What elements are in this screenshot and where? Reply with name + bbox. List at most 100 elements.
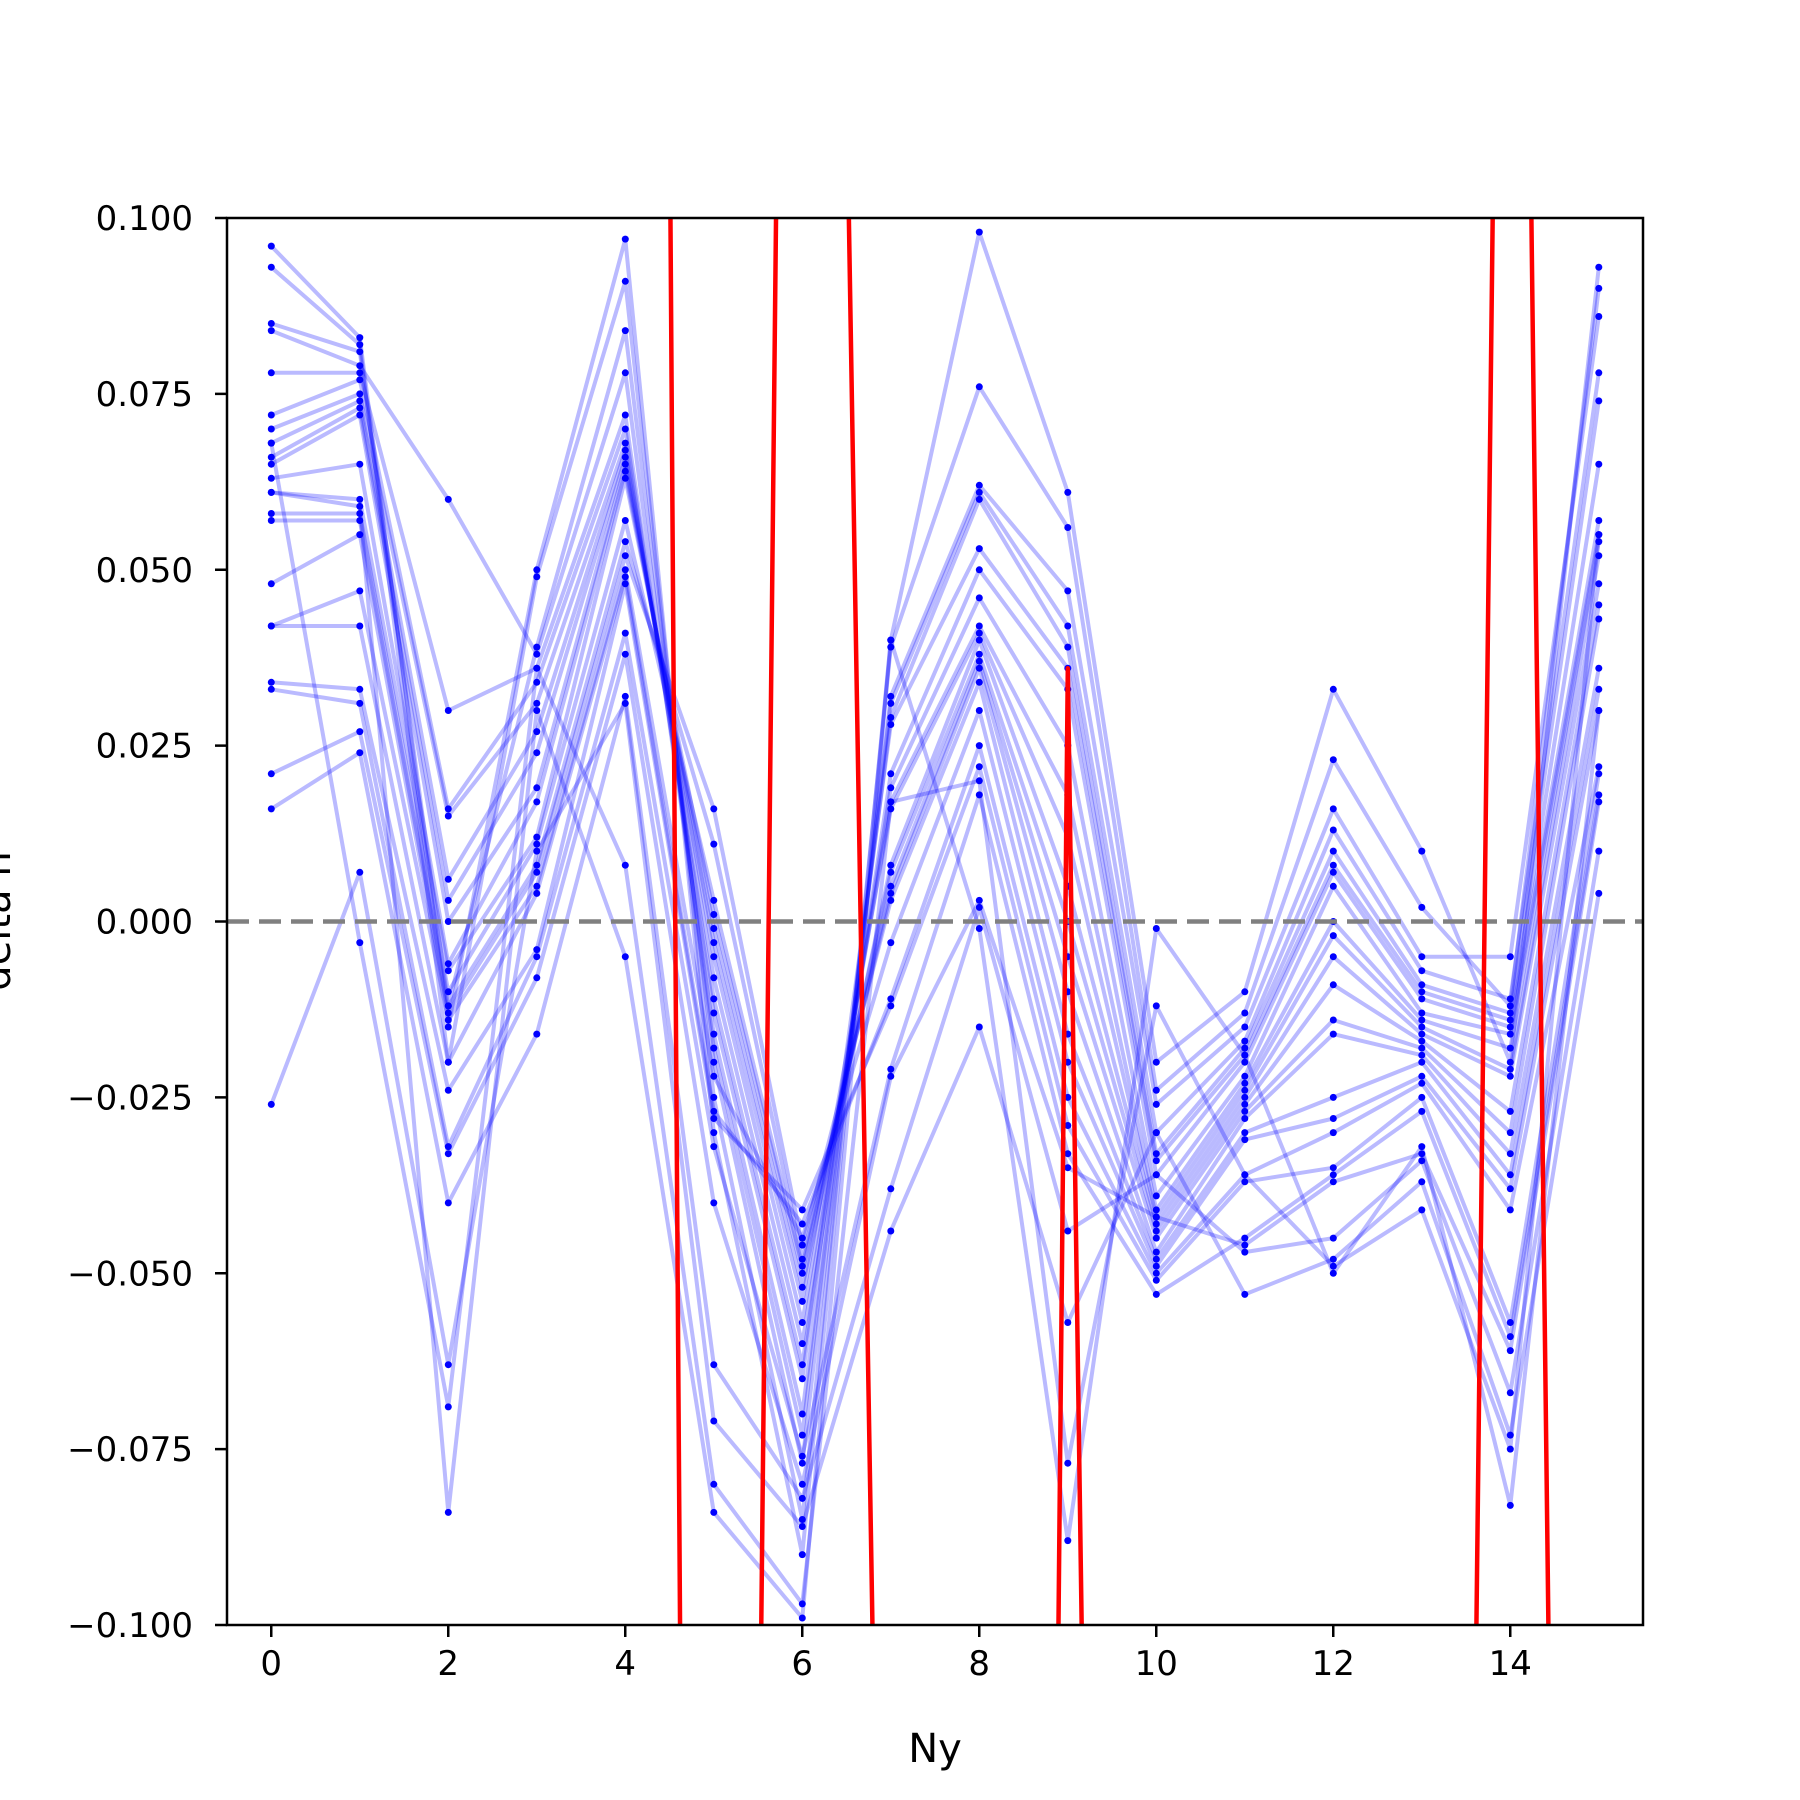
data-point: [798, 1319, 806, 1326]
data-point: [975, 678, 983, 686]
data-point: [621, 580, 629, 588]
sample-line: [270, 567, 1601, 1269]
data-point: [1506, 1171, 1514, 1179]
data-point: [887, 1227, 895, 1235]
data-point: [1329, 1164, 1337, 1172]
data-point: [621, 474, 629, 482]
data-point: [1418, 1037, 1426, 1045]
data-point: [533, 728, 541, 736]
data-point: [975, 1023, 983, 1031]
data-point: [267, 439, 275, 447]
data-point: [356, 517, 364, 524]
x-tick-label: 6: [791, 1644, 813, 1684]
sample-line: [270, 391, 1601, 1367]
data-point: [1506, 1107, 1514, 1115]
data-point: [1506, 1185, 1514, 1193]
sample-series-8: [267, 404, 1603, 1326]
data-point: [1418, 981, 1426, 989]
data-point: [444, 805, 452, 813]
data-point: [1064, 1227, 1072, 1235]
data-point: [1241, 1072, 1249, 1080]
data-point: [533, 946, 541, 954]
data-point: [1241, 1079, 1249, 1087]
data-point: [356, 404, 364, 412]
data-point: [975, 383, 983, 391]
data-point: [1241, 988, 1249, 996]
x-tick-label: 12: [1312, 1644, 1355, 1684]
data-point: [710, 1009, 718, 1017]
sample-line: [271, 574, 1601, 1276]
data-point: [1506, 1347, 1514, 1355]
sample-line: [271, 581, 1601, 1325]
data-point: [1418, 1058, 1426, 1066]
x-tick-label: 2: [437, 1644, 459, 1684]
data-point: [710, 911, 718, 918]
data-point: [1595, 369, 1603, 377]
data-point: [621, 467, 629, 475]
data-point: [1152, 1248, 1160, 1256]
data-point: [621, 327, 629, 335]
data-point: [975, 545, 983, 553]
data-point: [621, 453, 629, 461]
data-point: [1595, 517, 1603, 524]
data-point: [798, 1410, 806, 1418]
data-point: [1506, 1044, 1514, 1052]
data-point: [1152, 1227, 1160, 1235]
data-point: [1329, 932, 1337, 940]
data-point: [533, 643, 541, 651]
data-point: [621, 629, 629, 637]
data-point: [1506, 1445, 1514, 1453]
data-point: [887, 1065, 895, 1073]
data-point: [267, 474, 275, 482]
sample-line: [270, 490, 1601, 1620]
data-point: [887, 896, 895, 904]
data-point: [356, 376, 364, 384]
data-point: [710, 925, 718, 932]
data-point: [1506, 995, 1514, 1003]
data-point: [1064, 524, 1072, 531]
data-point: [621, 566, 629, 574]
data-point: [444, 495, 452, 503]
data-point: [798, 1480, 806, 1488]
data-point: [1595, 284, 1603, 292]
data-point: [356, 685, 364, 693]
sample-series-4: [267, 369, 1603, 1418]
data-point: [1595, 313, 1603, 320]
data-point: [1329, 1234, 1337, 1242]
data-point: [1418, 1178, 1426, 1186]
data-point: [975, 903, 983, 911]
data-point: [1418, 1150, 1426, 1158]
data-point: [710, 1417, 718, 1425]
sample-series-1: [267, 263, 1603, 1523]
data-point: [444, 1009, 452, 1017]
data-point: [1418, 967, 1426, 975]
y-axis-ticks: 0.100 0.075 0.050 0.025 0.000 −0.025 −0.050 −0.…: [67, 199, 227, 1646]
data-point: [1329, 981, 1337, 989]
data-point: [710, 805, 718, 813]
data-point: [621, 699, 629, 707]
sample-lines: [267, 228, 1603, 1622]
data-point: [975, 777, 983, 785]
data-point: [1152, 1086, 1160, 1094]
data-point: [444, 1143, 452, 1151]
data-point: [533, 889, 541, 897]
data-point: [1506, 1431, 1514, 1439]
data-point: [267, 510, 275, 517]
data-point: [444, 967, 452, 975]
data-point: [533, 847, 541, 855]
data-point: [621, 425, 629, 433]
data-point: [1241, 1290, 1249, 1298]
sample-line: [271, 511, 1601, 1269]
data-point: [975, 896, 983, 904]
data-point: [1329, 1171, 1337, 1179]
data-point: [887, 699, 895, 707]
data-point: [621, 692, 629, 700]
sample-line: [271, 518, 1601, 1262]
data-point: [1418, 1107, 1426, 1115]
data-point: [1595, 601, 1603, 609]
data-point: [356, 397, 364, 405]
data-point: [1241, 1058, 1249, 1066]
data-point: [1506, 1072, 1514, 1080]
sample-line: [269, 230, 1601, 1557]
